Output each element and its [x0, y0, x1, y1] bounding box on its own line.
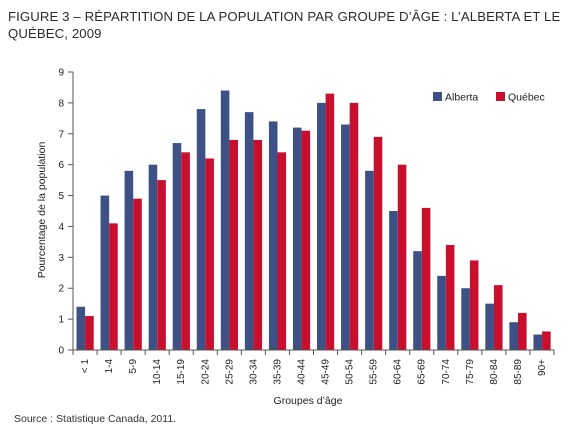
bar-alberta — [244, 112, 254, 351]
y-axis-title: Pourcentage de la population — [36, 142, 48, 279]
x-tick-label: 20-24 — [200, 359, 211, 385]
bar-alberta — [148, 164, 158, 350]
y-tick-label: 9 — [58, 68, 64, 79]
y-tick-label: 1 — [58, 315, 64, 326]
bar-quebec — [349, 102, 359, 350]
bar-alberta — [292, 127, 302, 350]
bar-alberta — [485, 303, 494, 350]
bar-alberta — [341, 124, 350, 350]
bar-alberta — [220, 90, 230, 351]
x-tick-label: 55-59 — [369, 359, 380, 385]
bar-quebec — [445, 244, 455, 350]
bar-alberta — [124, 170, 134, 350]
x-tick-label: 90+ — [537, 359, 548, 376]
x-ticks: < 1 1-4 5-9 10-14 15-19 20-24 25-29 30-34 35-39 4… — [72, 350, 555, 385]
x-tick-label: 10-14 — [152, 359, 163, 385]
bar-quebec — [133, 198, 142, 350]
y-tick-label: 7 — [58, 129, 64, 140]
bar-quebec — [109, 223, 118, 350]
x-tick-label: < 1 — [80, 359, 91, 374]
bar-alberta — [365, 170, 374, 350]
bar-quebec — [277, 152, 287, 350]
bar-alberta — [196, 109, 206, 350]
bar-alberta — [268, 121, 278, 350]
bar-quebec — [397, 164, 407, 350]
x-tick-label: 50-54 — [345, 359, 356, 385]
y-tick-label: 8 — [58, 98, 64, 109]
bar-alberta — [533, 334, 543, 350]
x-tick-label: 75-79 — [465, 359, 476, 385]
legend: Alberta Québec — [433, 92, 545, 104]
x-tick-label: 1-4 — [104, 359, 115, 374]
bar-quebec — [469, 260, 479, 350]
y-ticks: 0 1 2 3 4 5 6 7 8 9 — [58, 68, 73, 357]
x-tick-label: 15-19 — [176, 359, 187, 385]
x-tick-label: 40-44 — [296, 359, 307, 385]
bar-quebec — [373, 136, 383, 350]
bar-quebec — [229, 139, 238, 350]
x-tick-label: 70-74 — [441, 359, 452, 385]
bar-quebec — [157, 180, 166, 350]
legend-swatch-quebec — [496, 92, 505, 101]
y-tick-label: 4 — [58, 222, 64, 233]
x-tick-label: 60-64 — [393, 359, 404, 385]
x-axis-title: Groupes d’âge — [274, 395, 343, 407]
bar-quebec — [181, 152, 190, 350]
x-tick-label: 35-39 — [272, 359, 283, 385]
bar-alberta — [389, 211, 398, 350]
bar-quebec — [493, 285, 503, 350]
bar-quebec — [253, 139, 263, 350]
y-tick-label: 6 — [58, 160, 64, 171]
source-note: Source : Statistique Canada, 2011. — [14, 413, 177, 425]
y-tick-label: 0 — [58, 346, 64, 357]
legend-label-alberta: Alberta — [445, 92, 478, 104]
figure-title: FIGURE 3 – RÉPARTITION DE LA POPULATION … — [8, 9, 561, 41]
legend-swatch-alberta — [433, 92, 442, 101]
bar-alberta — [461, 288, 470, 350]
legend-label-quebec: Québec — [508, 92, 545, 104]
x-tick-label: 65-69 — [417, 359, 428, 385]
bar-alberta — [437, 275, 446, 350]
bar-alberta — [100, 195, 110, 350]
x-tick-label: 30-34 — [248, 359, 259, 385]
bar-quebec — [421, 207, 431, 350]
bar-alberta — [76, 306, 86, 350]
bar-alberta — [172, 143, 182, 350]
bar-quebec — [542, 331, 551, 350]
bar-alberta — [413, 251, 422, 350]
x-tick-label: 45-49 — [321, 359, 332, 385]
bar-quebec — [85, 316, 94, 350]
y-tick-label: 3 — [58, 253, 64, 264]
x-tick-label: 25-29 — [224, 359, 235, 385]
y-tick-label: 5 — [58, 191, 64, 202]
y-tick-label: 2 — [58, 284, 64, 295]
bar-quebec — [518, 312, 527, 350]
bar-alberta — [317, 102, 326, 350]
x-tick-label: 85-89 — [513, 359, 524, 385]
bar-alberta — [509, 322, 518, 350]
bar-quebec — [205, 158, 214, 350]
bar-quebec — [301, 130, 311, 350]
bar-quebec — [325, 93, 335, 350]
x-tick-label: 80-84 — [489, 359, 500, 385]
x-tick-label: 5-9 — [128, 359, 139, 374]
plot-area — [76, 90, 551, 351]
